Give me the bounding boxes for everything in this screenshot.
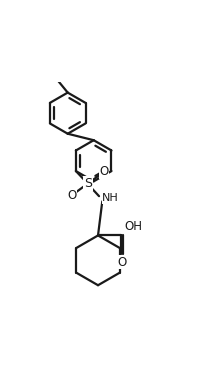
- Text: OH: OH: [125, 220, 143, 233]
- Text: O: O: [67, 189, 76, 202]
- Text: NH: NH: [102, 193, 119, 203]
- Text: S: S: [84, 177, 92, 190]
- Text: O: O: [99, 165, 109, 178]
- Text: O: O: [117, 256, 127, 269]
